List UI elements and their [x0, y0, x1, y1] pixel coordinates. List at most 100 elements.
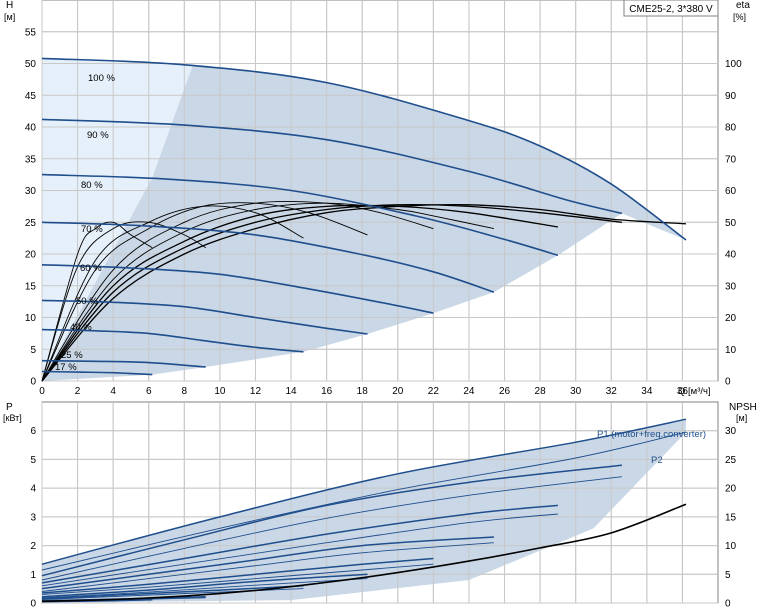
npsh-tick-label: 0 [725, 599, 731, 610]
p-tick-label: 2 [30, 541, 36, 552]
x-tick-label: 2 [75, 386, 81, 397]
curve-label: 25 % [61, 350, 83, 361]
y2-tick-label: 80 [725, 123, 737, 134]
eta-curve [41, 200, 434, 382]
x-axis-label: Q [м³/ч] [678, 386, 711, 397]
p1-curve [41, 557, 434, 594]
y-tick-label: 35 [25, 154, 37, 165]
p1-curve [41, 536, 494, 590]
y-tick-label: 45 [25, 91, 37, 102]
x-tick-label: 30 [570, 386, 582, 397]
x-tick-label: 0 [39, 386, 45, 397]
x-tick-label: 4 [110, 386, 116, 397]
eta-curve [41, 204, 559, 382]
npsh-tick-label: 25 [725, 455, 737, 466]
y2-axis-label: eta [736, 0, 750, 11]
low-flow-region [42, 58, 194, 382]
head-curve [41, 173, 559, 257]
y-tick-label: 50 [25, 59, 37, 70]
x-tick-label: 34 [641, 386, 653, 397]
x-tick-label: 16 [321, 386, 333, 397]
npsh-tick-label: 15 [725, 512, 737, 523]
p1-curve [41, 504, 558, 584]
chart-title: CME25-2, 3*380 V [629, 4, 713, 15]
y2-tick-label: 60 [725, 186, 737, 197]
title-box [623, 0, 719, 17]
npsh-axis-unit: [м] [736, 413, 747, 423]
y-tick-label: 25 [25, 218, 37, 229]
curve-label: 90 % [87, 130, 109, 141]
head-curve [41, 57, 687, 241]
head-curve [41, 299, 368, 335]
power-range-band [42, 419, 686, 603]
x-tick-label: 20 [392, 386, 404, 397]
curve-label: 80 % [81, 180, 103, 191]
p2-curve [41, 578, 368, 599]
x-tick-label: 28 [535, 386, 547, 397]
y2-tick-label: 90 [725, 91, 737, 102]
p-tick-label: 1 [30, 570, 36, 581]
head-curve [41, 221, 495, 293]
x-tick-label: 18 [357, 386, 369, 397]
eta-curve [41, 204, 622, 382]
y2-tick-label: 50 [725, 218, 737, 229]
eta-curve [41, 204, 687, 382]
y-tick-label: 30 [25, 186, 37, 197]
operating-range-band [42, 58, 686, 382]
p2-curve [41, 431, 687, 571]
x-tick-label: 14 [285, 386, 297, 397]
x-tick-label: 22 [428, 386, 440, 397]
p-tick-label: 4 [30, 484, 36, 495]
y-tick-label: 40 [25, 123, 37, 134]
p1-curve [41, 573, 368, 598]
p1-curve [41, 418, 687, 565]
y2-axis-unit: [%] [733, 12, 746, 22]
y2-tick-label: 100 [725, 59, 742, 70]
x-tick-label: 12 [250, 386, 262, 397]
y-axis-label: H [6, 0, 13, 11]
p2-curve [41, 476, 622, 581]
y-tick-label: 15 [25, 281, 37, 292]
y-tick-label: 55 [25, 27, 37, 38]
x-tick-label: 6 [146, 386, 152, 397]
curve-label: 17 % [55, 362, 77, 373]
head-curve [41, 359, 206, 368]
y2-tick-label: 40 [725, 250, 737, 261]
p-tick-label: 0 [30, 599, 36, 610]
y-tick-label: 0 [30, 377, 36, 388]
x-tick-label: 26 [499, 386, 511, 397]
head-curve [41, 328, 304, 353]
curve-label: 100 % [88, 73, 115, 84]
p-tick-label: 6 [30, 426, 36, 437]
eta-curve [41, 202, 494, 382]
y2-tick-label: 70 [725, 154, 737, 165]
head-curve [41, 264, 434, 314]
p-axis-unit: [кВт] [3, 413, 22, 423]
eta-curve [41, 221, 206, 382]
x-tick-label: 36 [677, 386, 689, 397]
y-tick-label: 20 [25, 250, 37, 261]
npsh-tick-label: 20 [725, 484, 737, 495]
p2-label: P2 [651, 455, 663, 466]
npsh-tick-label: 5 [725, 570, 731, 581]
p-axis-label: P [6, 402, 13, 413]
x-tick-label: 32 [606, 386, 618, 397]
y-tick-label: 10 [25, 313, 37, 324]
curve-label: 60 % [80, 263, 102, 274]
y2-tick-label: 30 [725, 281, 737, 292]
curve-label: 50 % [76, 296, 98, 307]
eta-curve [41, 221, 153, 382]
eta-curve [41, 205, 304, 382]
y-tick-label: 5 [30, 345, 36, 356]
p2-curve [41, 563, 434, 595]
x-tick-label: 10 [214, 386, 226, 397]
curve-label: 70 % [81, 224, 103, 235]
y-axis-unit: [м] [4, 12, 15, 22]
p2-curve [41, 542, 494, 592]
p1-curve [41, 585, 304, 600]
p2-curve [41, 513, 558, 587]
x-tick-label: 8 [182, 386, 188, 397]
p-tick-label: 3 [30, 512, 36, 523]
x-tick-label: 24 [463, 386, 475, 397]
